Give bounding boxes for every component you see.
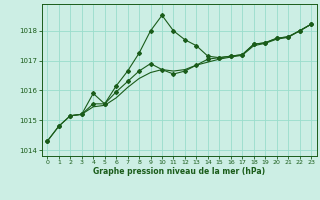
X-axis label: Graphe pression niveau de la mer (hPa): Graphe pression niveau de la mer (hPa)	[93, 167, 265, 176]
